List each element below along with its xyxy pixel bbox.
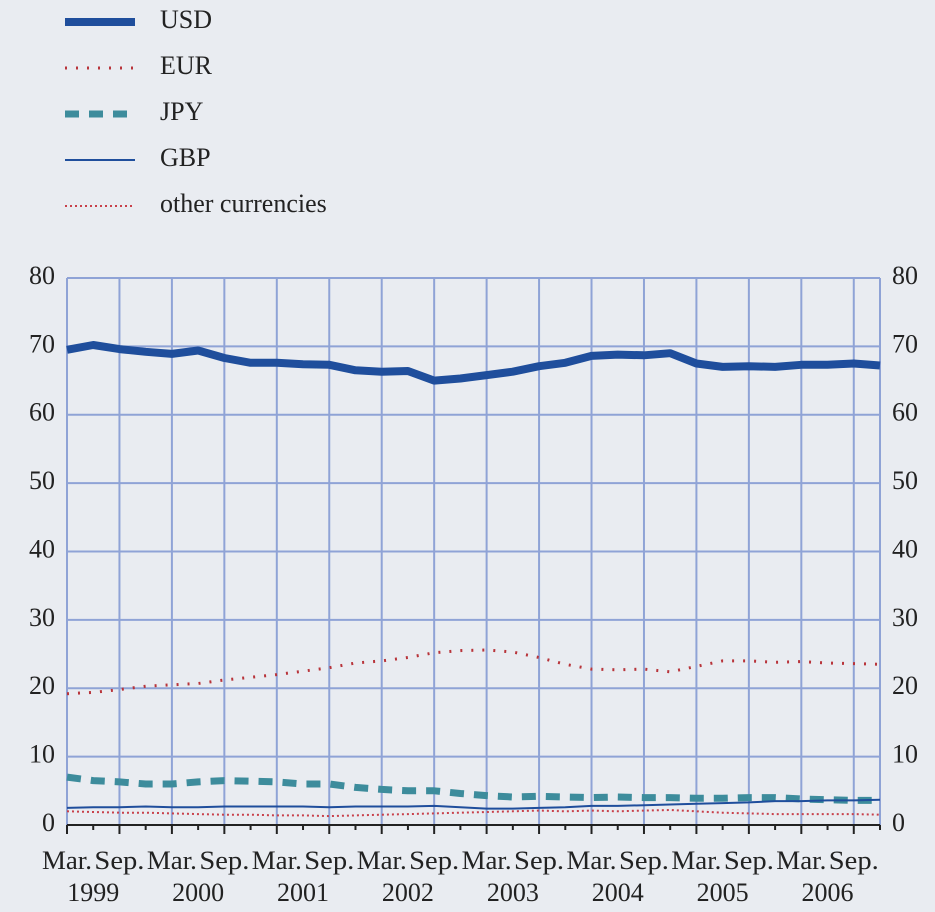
x-tick-label: Sep. <box>304 846 354 875</box>
y2-tick-label: 20 <box>892 671 918 700</box>
legend-label: JPY <box>160 97 204 126</box>
series-line <box>66 773 880 804</box>
legend-label: GBP <box>160 143 211 172</box>
x-tick-label: Sep. <box>829 846 879 875</box>
x-tick-label: Sep. <box>619 846 669 875</box>
y-tick-label: 0 <box>42 808 55 837</box>
x-tick-label: Mar. <box>567 846 617 875</box>
y-tick-label: 40 <box>29 534 55 563</box>
legend-label: USD <box>160 5 212 34</box>
y2-tick-label: 0 <box>892 808 905 837</box>
x-year-label: 2003 <box>487 878 539 907</box>
x-tick-label: Mar. <box>147 846 197 875</box>
y-tick-label: 10 <box>29 740 55 769</box>
x-tick-label: Sep. <box>199 846 249 875</box>
y-tick-label: 50 <box>29 466 55 495</box>
legend-label: other currencies <box>160 189 327 218</box>
series-line <box>66 341 881 385</box>
x-tick-label: Mar. <box>357 846 407 875</box>
y2-tick-label: 80 <box>892 261 918 290</box>
series-line <box>66 809 881 818</box>
x-tick-label: Sep. <box>409 846 459 875</box>
x-year-label: 2002 <box>382 878 434 907</box>
x-tick-label: Mar. <box>42 846 92 875</box>
y2-tick-label: 70 <box>892 329 918 358</box>
x-year-label: 2004 <box>592 878 644 907</box>
y2-tick-label: 60 <box>892 398 918 427</box>
y-tick-label: 80 <box>29 261 55 290</box>
y2-tick-label: 30 <box>892 603 918 632</box>
y-tick-label: 70 <box>29 329 55 358</box>
x-tick-label: Mar. <box>252 846 302 875</box>
x-year-label: 2005 <box>697 878 749 907</box>
y-tick-label: 20 <box>29 671 55 700</box>
y2-tick-label: 40 <box>892 534 918 563</box>
x-year-label: 2001 <box>277 878 329 907</box>
series-line <box>66 798 881 810</box>
x-year-label: 2000 <box>172 878 224 907</box>
x-year-label: 1999 <box>67 878 119 907</box>
x-tick-label: Sep. <box>724 846 774 875</box>
y2-tick-label: 50 <box>892 466 918 495</box>
series-line <box>66 648 881 696</box>
legend-label: EUR <box>160 51 213 80</box>
y-tick-label: 30 <box>29 603 55 632</box>
x-tick-label: Sep. <box>514 846 564 875</box>
x-tick-label: Mar. <box>671 846 721 875</box>
x-tick-label: Sep. <box>94 846 144 875</box>
y-tick-label: 60 <box>29 398 55 427</box>
x-tick-label: Mar. <box>776 846 826 875</box>
y2-tick-label: 10 <box>892 740 918 769</box>
x-tick-label: Mar. <box>462 846 512 875</box>
x-year-label: 2006 <box>802 878 854 907</box>
